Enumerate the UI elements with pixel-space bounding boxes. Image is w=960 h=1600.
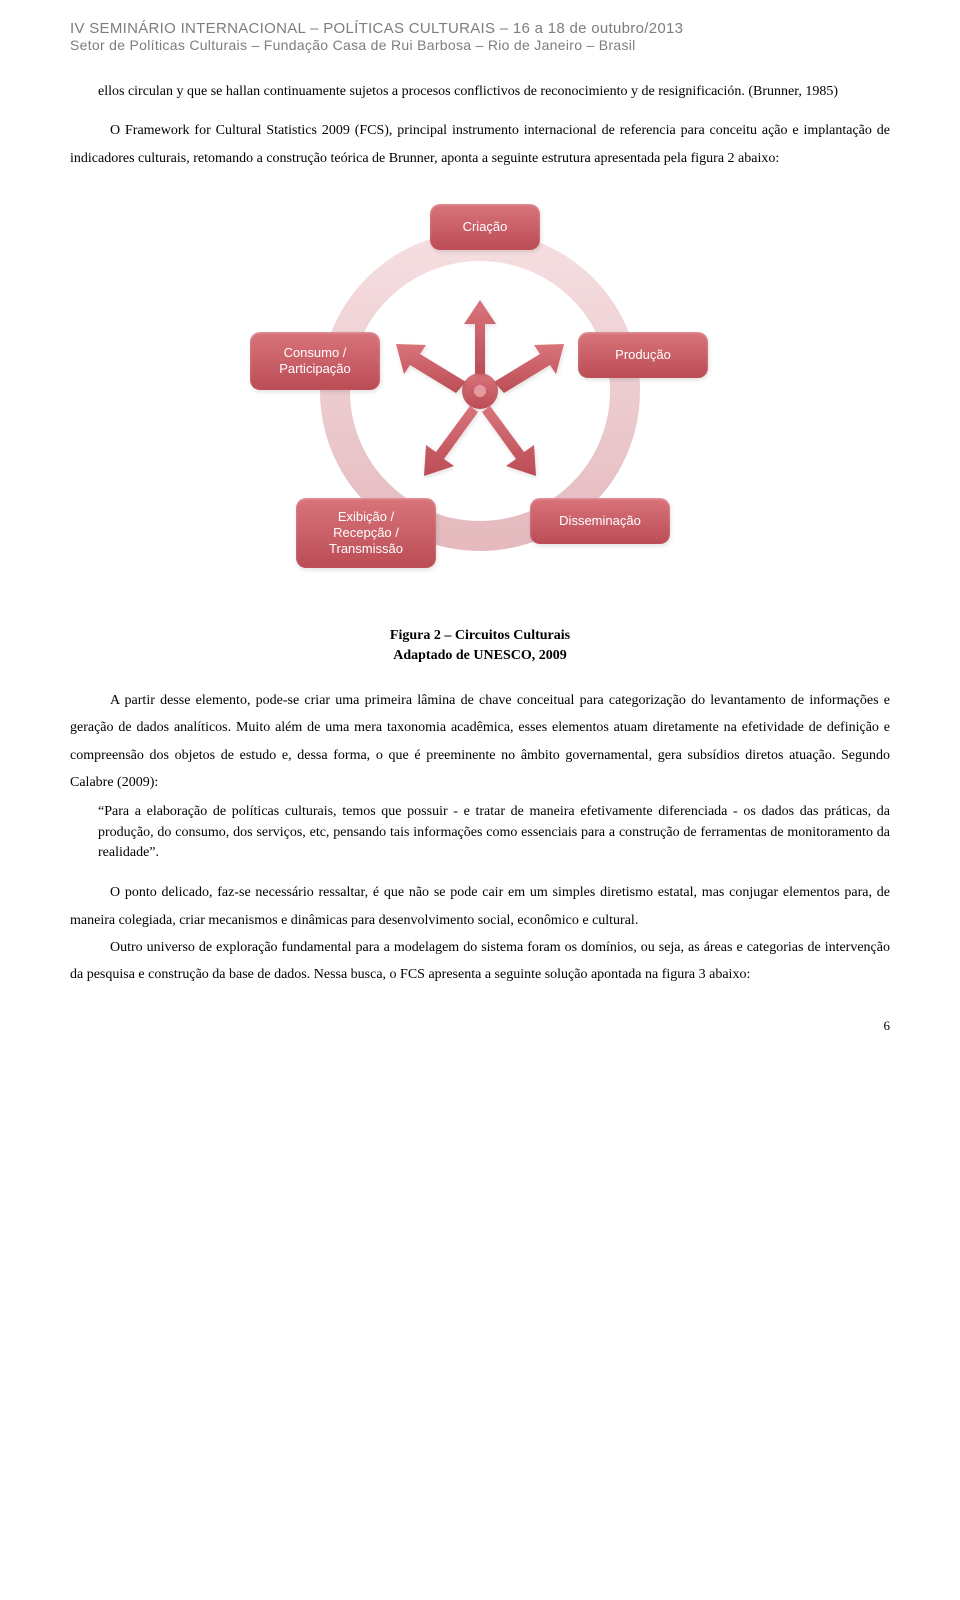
header-line-2: Setor de Políticas Culturais – Fundação … [70,37,890,53]
block-quote-1: ellos circulan y que se hallan continuam… [98,81,890,103]
node-exibicao: Exibição / Recepção / Transmissão [296,498,436,568]
caption-line-1: Figura 2 – Circuitos Culturais [390,628,570,643]
node-disseminacao: Disseminação [530,498,670,544]
paragraph-2: A partir desse elemento, pode-se criar u… [70,687,890,796]
cycle-diagram: Criação Consumo / Participação Produção … [250,196,710,616]
block-quote-2: “Para a elaboração de políticas culturai… [98,802,890,863]
caption-line-2: Adaptado de UNESCO, 2009 [393,648,566,663]
node-consumo: Consumo / Participação [250,332,380,390]
paragraph-1: O Framework for Cultural Statistics 2009… [70,117,890,172]
figure-caption: Figura 2 – Circuitos Culturais Adaptado … [70,626,890,665]
node-producao: Produção [578,332,708,378]
header-line-1: IV SEMINÁRIO INTERNACIONAL – POLÍTICAS C… [70,20,890,37]
node-criacao: Criação [430,204,540,250]
page-number: 6 [70,1018,890,1034]
paragraph-4: Outro universo de exploração fundamental… [70,934,890,989]
paragraph-3: O ponto delicado, faz-se necessário ress… [70,879,890,934]
